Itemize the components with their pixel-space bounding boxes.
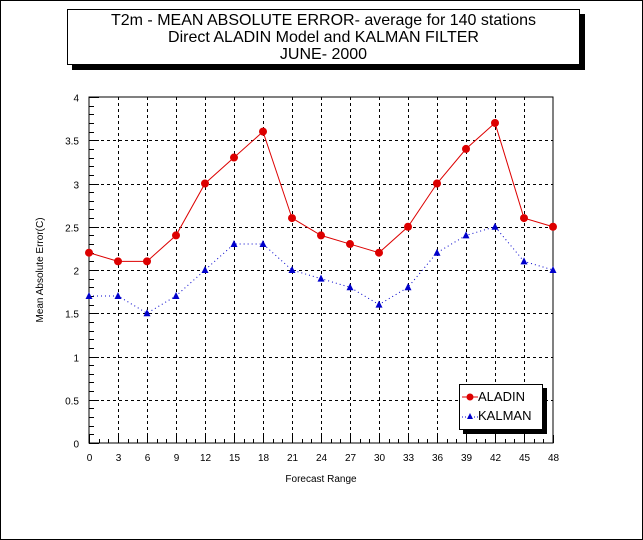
- data-point-aladin: [404, 222, 412, 231]
- x-tick-label: 48: [548, 453, 560, 464]
- data-point-kalman: [317, 274, 325, 282]
- data-point-kalman: [259, 240, 267, 248]
- series-layer: [85, 118, 557, 317]
- data-point-aladin: [549, 222, 557, 231]
- x-tick-label: 3: [116, 453, 122, 464]
- data-point-aladin: [375, 248, 383, 257]
- series-aladin: [85, 118, 557, 266]
- data-point-aladin: [85, 248, 93, 257]
- y-tick-label: 1: [73, 354, 79, 365]
- y-tick-label: 0.5: [65, 397, 79, 408]
- data-point-kalman: [288, 266, 296, 273]
- data-point-aladin: [491, 118, 499, 127]
- y-tick-label: 2: [73, 267, 79, 278]
- data-point-aladin: [114, 257, 122, 266]
- data-point-aladin: [288, 214, 296, 223]
- data-point-kalman: [230, 240, 238, 248]
- data-point-aladin: [520, 214, 528, 223]
- y-axis-label: Mean Absolute Error(C): [35, 217, 46, 322]
- legend-label-kalman: KALMAN: [478, 408, 532, 423]
- x-tick-label: 45: [519, 453, 531, 464]
- legend-label-aladin: ALADIN: [478, 389, 525, 404]
- data-point-kalman: [404, 283, 412, 291]
- chart-title-line-1: T2m - MEAN ABSOLUTE ERROR- average for 1…: [110, 12, 537, 29]
- series-kalman: [85, 222, 557, 317]
- data-point-kalman: [491, 222, 499, 230]
- x-tick-label: 21: [287, 453, 299, 464]
- data-point-aladin: [433, 179, 441, 188]
- data-point-kalman: [520, 257, 528, 265]
- data-point-kalman: [346, 283, 354, 291]
- x-tick-label: 9: [174, 453, 180, 464]
- series-line-aladin: [88, 122, 554, 262]
- x-tick-label: 27: [345, 453, 357, 464]
- x-tick-label: 36: [432, 453, 444, 464]
- data-point-kalman: [433, 248, 441, 256]
- data-point-aladin: [143, 257, 151, 266]
- data-point-aladin: [201, 179, 209, 188]
- data-point-kalman: [85, 291, 93, 299]
- data-point-kalman: [462, 231, 470, 239]
- legend-item-aladin: ALADIN: [460, 387, 542, 407]
- legend-item-kalman: KALMAN: [460, 406, 542, 426]
- x-tick-label: 30: [374, 453, 386, 464]
- x-axis-label: Forecast Range: [285, 474, 357, 485]
- data-point-kalman: [549, 266, 557, 273]
- y-tick-label: 4: [73, 94, 79, 105]
- data-point-kalman: [201, 266, 209, 273]
- data-point-aladin: [230, 153, 238, 162]
- chart-title-line-2: Direct ALADIN Model and KALMAN FILTER: [168, 29, 479, 46]
- legend-marker-aladin: [462, 393, 478, 401]
- data-point-aladin: [346, 240, 354, 249]
- x-tick-label: 12: [200, 453, 212, 464]
- y-tick-label: 1.5: [65, 310, 79, 321]
- chart-title-box: T2m - MEAN ABSOLUTE ERROR- average for 1…: [67, 9, 580, 65]
- y-tick-label: 0: [73, 440, 79, 451]
- x-tick-label: 15: [229, 453, 241, 464]
- data-point-aladin: [172, 231, 180, 240]
- data-point-kalman: [375, 300, 383, 308]
- legend-marker-kalman: [462, 413, 478, 419]
- data-point-aladin: [462, 144, 470, 153]
- x-tick-label: 0: [87, 453, 93, 464]
- series-line-kalman: [89, 226, 554, 314]
- chart-legend: ALADIN KALMAN: [459, 384, 543, 430]
- y-tick-label: 3.5: [65, 137, 79, 148]
- x-tick-label: 33: [403, 453, 415, 464]
- data-point-aladin: [317, 231, 325, 240]
- data-point-kalman: [143, 309, 151, 317]
- data-point-aladin: [259, 127, 267, 136]
- x-tick-label: 42: [490, 453, 502, 464]
- y-tick-label: 2.5: [65, 224, 79, 235]
- x-tick-label: 39: [461, 453, 473, 464]
- axis-layer: 0 3 6 9 12 15 18 21 24 27 30 33 36 39 42 45 4800.511.522…: [65, 94, 559, 465]
- x-tick-label: 6: [145, 453, 151, 464]
- x-tick-label: 18: [258, 453, 270, 464]
- x-tick-label: 24: [316, 453, 328, 464]
- data-point-kalman: [114, 291, 122, 299]
- y-tick-label: 3: [73, 181, 79, 192]
- data-point-kalman: [172, 291, 180, 299]
- chart-title-line-3: JUNE- 2000: [279, 46, 368, 63]
